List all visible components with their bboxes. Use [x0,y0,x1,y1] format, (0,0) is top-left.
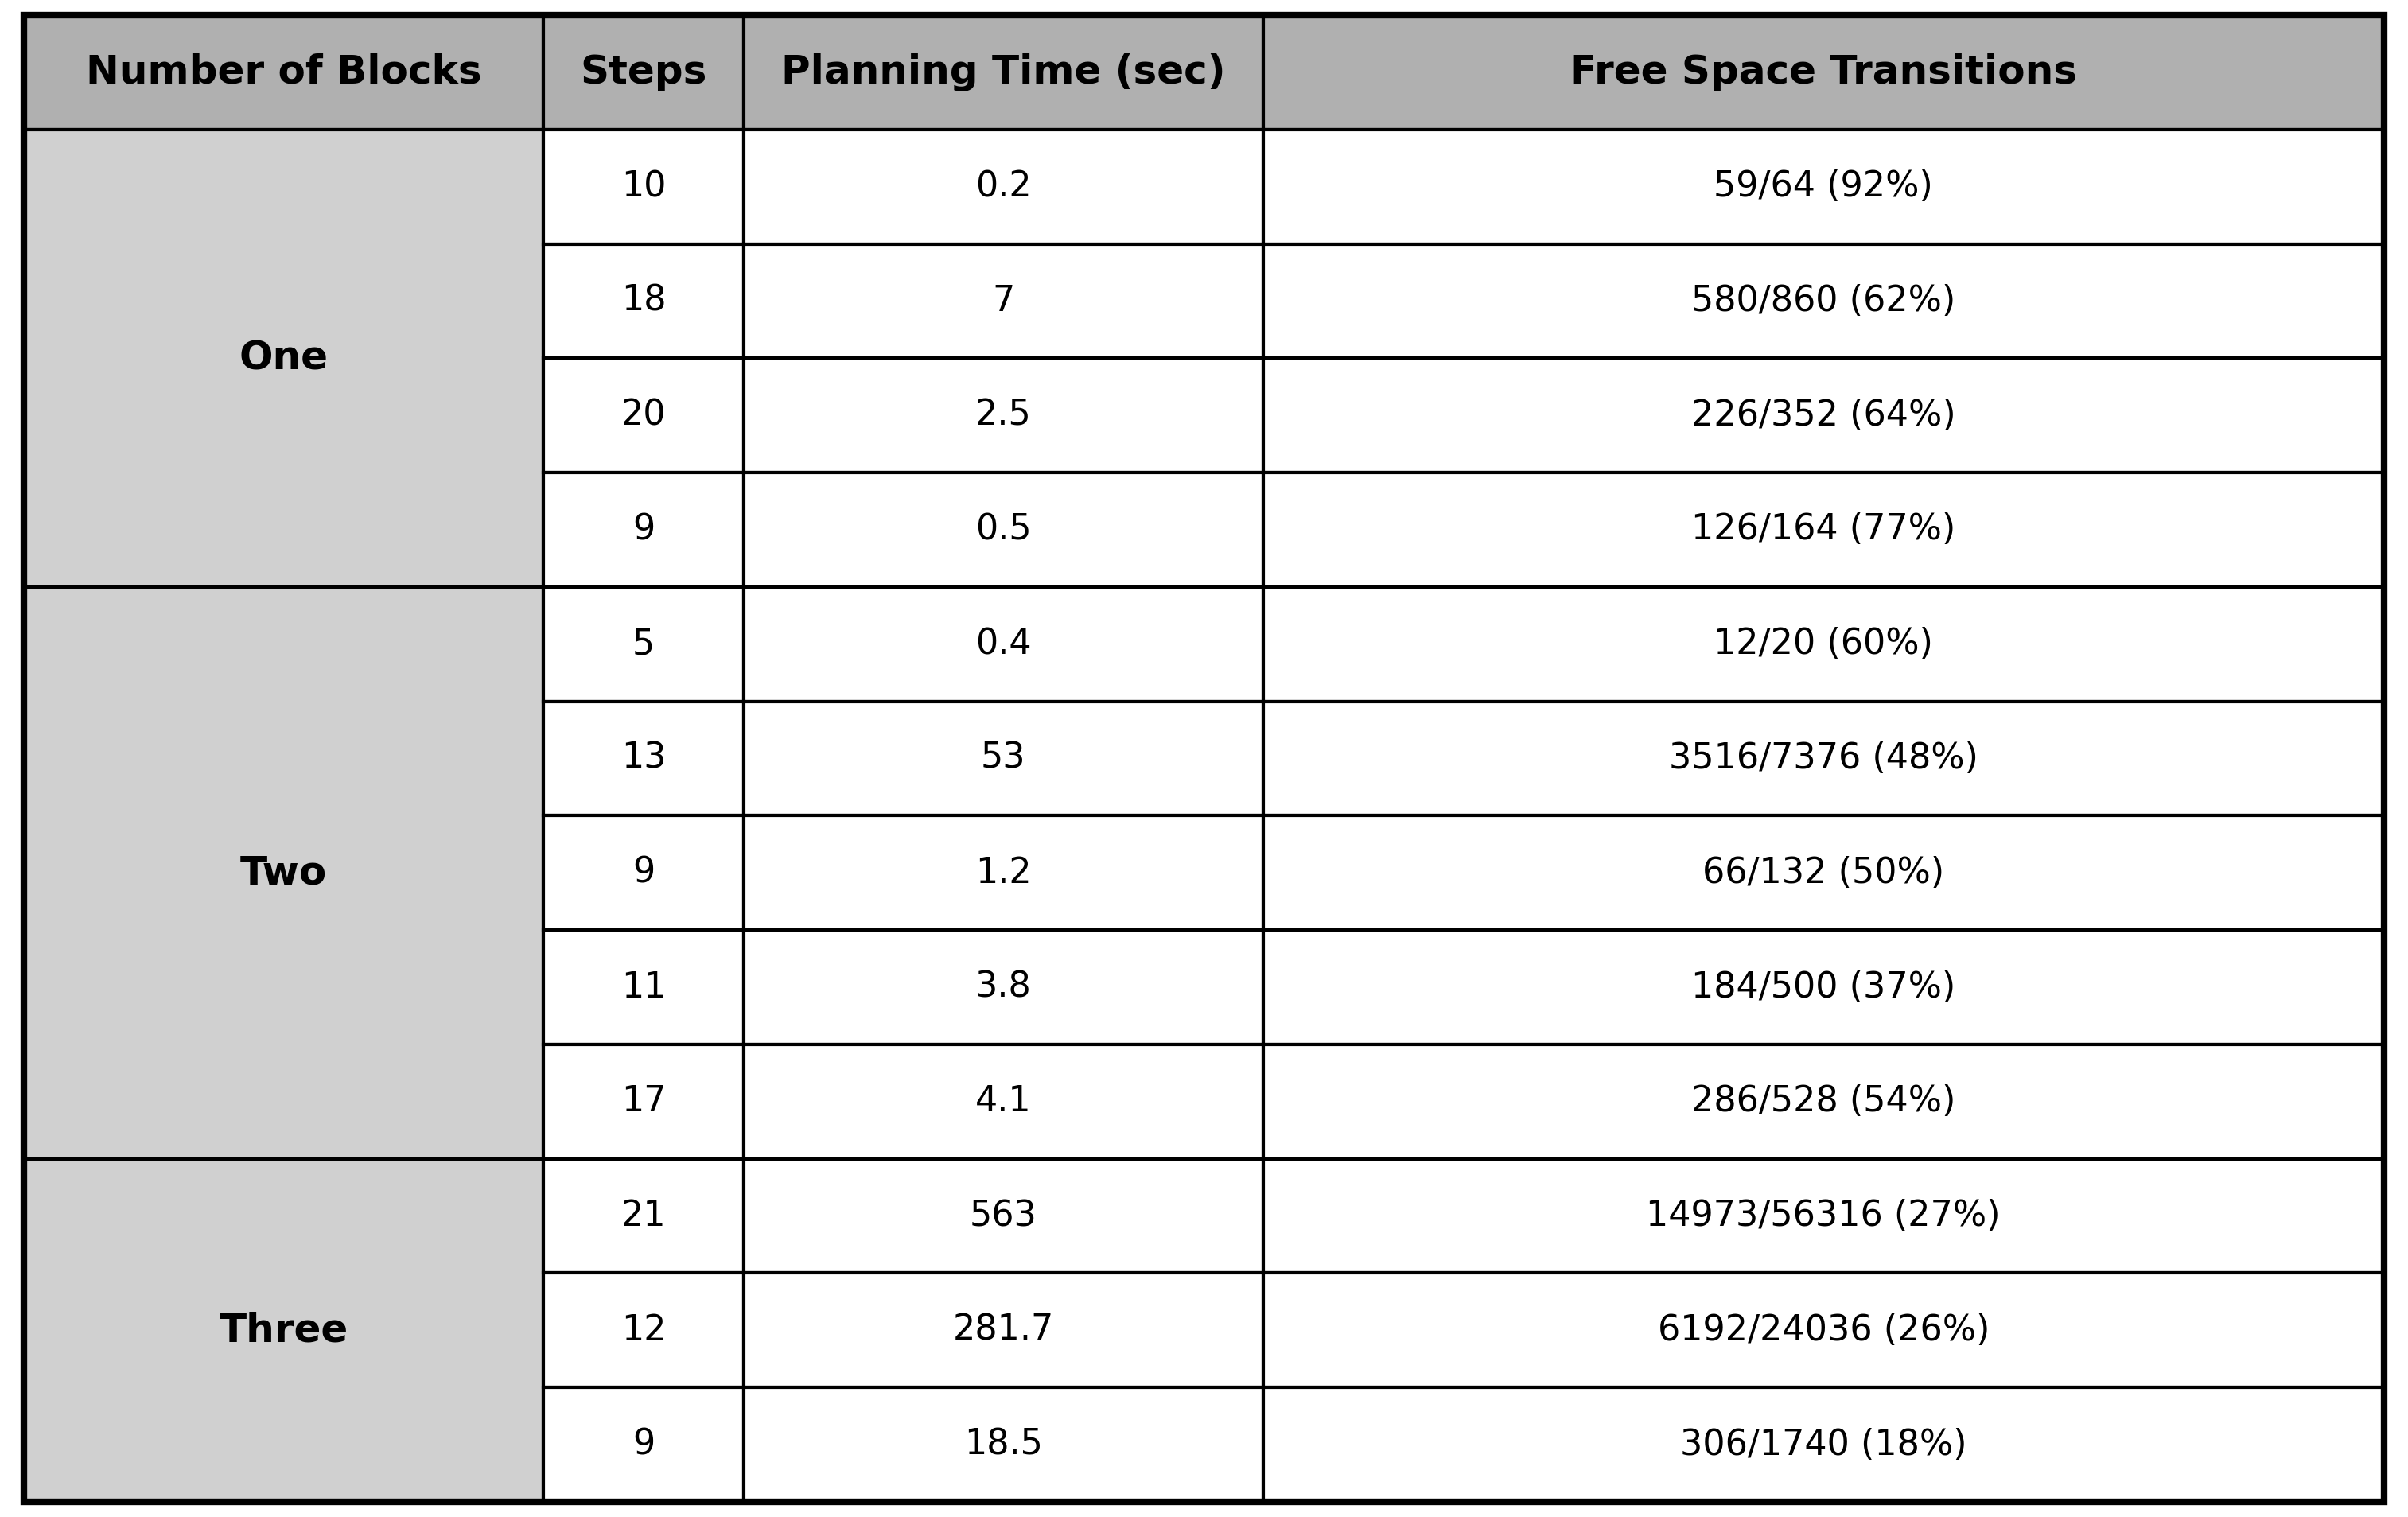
Bar [744,587,1262,701]
Bar [744,473,1262,587]
Bar [1262,473,2384,587]
Bar [1262,15,2384,129]
Bar [744,129,1262,244]
Bar [1262,1273,2384,1388]
Text: 10: 10 [621,170,667,203]
Text: 3516/7376 (48%): 3516/7376 (48%) [1669,742,1977,775]
Text: 11: 11 [621,969,667,1004]
Text: 20: 20 [621,399,667,432]
Text: Free Space Transitions: Free Space Transitions [1570,53,2078,91]
Text: Three: Three [219,1311,349,1350]
Bar [1262,1044,2384,1159]
Text: 226/352 (64%): 226/352 (64%) [1690,399,1955,432]
Bar [744,701,1262,816]
Text: 5: 5 [633,627,655,661]
Bar [544,1044,744,1159]
Bar [544,1388,744,1502]
Text: One: One [238,340,327,378]
Bar [744,15,1262,129]
Text: Two: Two [241,854,327,892]
Text: 1.2: 1.2 [975,856,1031,890]
Text: 9: 9 [633,513,655,548]
Text: 53: 53 [980,742,1026,775]
Text: 21: 21 [621,1198,667,1233]
Bar [24,15,544,129]
Text: 18.5: 18.5 [963,1427,1043,1462]
Bar [544,129,744,244]
Bar [1262,816,2384,930]
Bar [1262,930,2384,1044]
Bar [1262,244,2384,358]
Bar [544,930,744,1044]
Bar [744,244,1262,358]
Bar [24,129,544,587]
Bar [544,1159,744,1273]
Text: 0.4: 0.4 [975,627,1031,661]
Bar [1262,358,2384,473]
Bar [544,244,744,358]
Text: 7: 7 [992,284,1014,319]
Bar [1262,1159,2384,1273]
Bar [544,358,744,473]
Text: 9: 9 [633,856,655,890]
Text: 286/528 (54%): 286/528 (54%) [1690,1085,1955,1118]
Bar [744,816,1262,930]
Bar [744,1159,1262,1273]
Text: 126/164 (77%): 126/164 (77%) [1690,513,1955,548]
Text: 2.5: 2.5 [975,399,1031,432]
Text: 0.2: 0.2 [975,170,1031,203]
Bar [544,587,744,701]
Text: 3.8: 3.8 [975,969,1031,1004]
Bar [24,587,544,1159]
Text: Steps: Steps [580,53,708,91]
Bar [544,473,744,587]
Bar [1262,1388,2384,1502]
Text: 59/64 (92%): 59/64 (92%) [1714,170,1934,203]
Bar [1262,129,2384,244]
Text: 12/20 (60%): 12/20 (60%) [1714,627,1934,661]
Text: 13: 13 [621,742,667,775]
Bar [544,15,744,129]
Text: 184/500 (37%): 184/500 (37%) [1690,969,1955,1004]
Text: 306/1740 (18%): 306/1740 (18%) [1681,1427,1967,1462]
Bar [544,1273,744,1388]
Bar [744,358,1262,473]
Text: 66/132 (50%): 66/132 (50%) [1702,856,1943,890]
Text: 563: 563 [970,1198,1038,1233]
Text: 6192/24036 (26%): 6192/24036 (26%) [1657,1314,1989,1347]
Text: 14973/56316 (27%): 14973/56316 (27%) [1647,1198,2001,1233]
Bar [544,701,744,816]
Bar [24,1159,544,1502]
Text: Planning Time (sec): Planning Time (sec) [780,53,1226,91]
Text: 4.1: 4.1 [975,1085,1031,1118]
Bar [544,816,744,930]
Bar [744,930,1262,1044]
Text: Number of Blocks: Number of Blocks [87,53,482,91]
Text: 9: 9 [633,1427,655,1462]
Text: 17: 17 [621,1085,667,1118]
Bar [1262,587,2384,701]
Bar [1262,701,2384,816]
Bar [744,1273,1262,1388]
Text: 12: 12 [621,1314,667,1347]
Text: 281.7: 281.7 [954,1314,1055,1347]
Text: 580/860 (62%): 580/860 (62%) [1690,284,1955,319]
Text: 18: 18 [621,284,667,319]
Bar [744,1044,1262,1159]
Text: 0.5: 0.5 [975,513,1031,548]
Bar [744,1388,1262,1502]
